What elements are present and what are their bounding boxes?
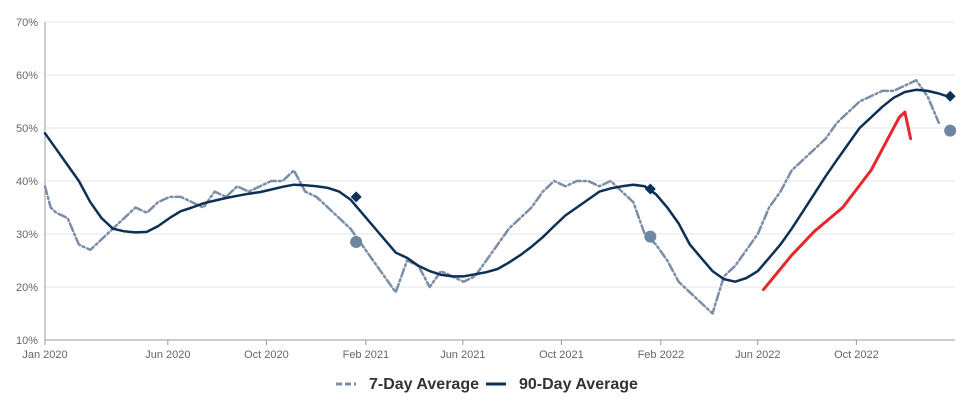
legend[interactable]: 7-Day Average 90-Day Average [336,376,638,393]
marker-circle-7-day-average-0 [350,235,363,248]
series-line-90-day-average [43,88,952,283]
annotation-red-arrow [762,110,913,292]
legend-label-7-day-average: 7-Day Average [369,376,479,393]
axes: 10% 20% 30% 40% 50% 60% 70% Jan 2020 Jun 2020 Oct… [16,17,955,361]
y-tick-label-50: 50% [16,123,38,135]
x-tick-label-jun-2022: Jun 2022 [735,349,780,361]
y-tick-label-60: 60% [16,70,38,82]
x-tick-label-feb-2022: Feb 2022 [638,349,684,361]
marker-diamond-90-day-average-3 [644,183,656,195]
grid [45,21,955,288]
x-tick-label-feb-2021: Feb 2021 [343,349,389,361]
y-tick-label-10: 10% [16,335,38,347]
y-tick-label-40: 40% [16,176,38,188]
x-tick-label-jan-2020: Jan 2020 [22,349,67,361]
x-tick-label-oct-2021: Oct 2021 [539,349,584,361]
y-tick-label-70: 70% [16,17,38,29]
x-tick-label-oct-2020: Oct 2020 [244,349,289,361]
legend-item-90-day-average[interactable]: 90-Day Average [486,376,638,393]
legend-label-90-day-average: 90-Day Average [519,376,638,393]
marker-diamond-90-day-average-5 [944,90,956,102]
marker-diamond-90-day-average-1 [350,191,362,203]
series-line-7-day-average [43,79,941,315]
marker-circle-7-day-average-2 [644,230,657,243]
annotations [350,90,957,292]
series-lines [43,79,952,315]
x-tick-label-jun-2020: Jun 2020 [145,349,190,361]
x-tick-label-jun-2021: Jun 2021 [440,349,485,361]
marker-circle-7-day-average-4 [944,124,957,137]
x-tick-label-oct-2022: Oct 2022 [834,349,879,361]
legend-item-7-day-average[interactable]: 7-Day Average [336,376,479,393]
y-tick-label-30: 30% [16,229,38,241]
y-tick-label-20: 20% [16,282,38,294]
